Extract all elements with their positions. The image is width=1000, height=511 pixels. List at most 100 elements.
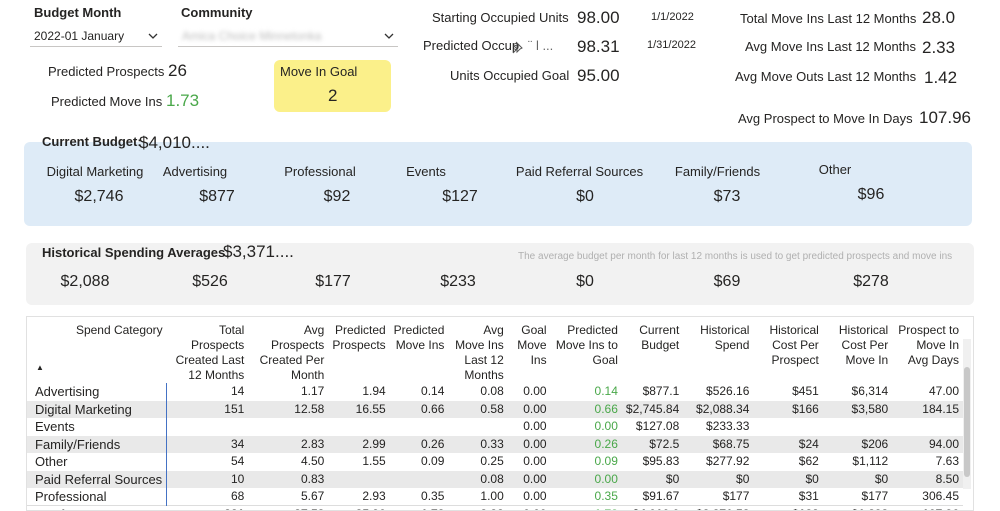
budget-month-dropdown[interactable]: 2022-01 January bbox=[30, 25, 162, 47]
table-cell: $4,010.0 bbox=[621, 505, 684, 510]
table-cell: 2.99 bbox=[328, 435, 390, 453]
table-cell: $277.92 bbox=[706, 454, 750, 468]
move-in-goal-value: 2 bbox=[328, 86, 338, 105]
predicted-occupied-date: 1/31/2022 bbox=[647, 39, 696, 51]
table-cell bbox=[892, 418, 963, 436]
table-row[interactable]: Family/Friends 34 2.83 2.99 0.26 0.33 0.00 0.26… bbox=[27, 435, 963, 453]
pin-icon[interactable] bbox=[510, 40, 526, 56]
table-cell: Other bbox=[27, 453, 168, 471]
table-cell: 0.35 bbox=[594, 489, 618, 503]
column-header[interactable]: Historical Cost Per Prospect bbox=[769, 323, 819, 367]
table-cell: 0.00 bbox=[523, 419, 547, 433]
starting-occupied-value: 98.00 bbox=[577, 8, 620, 27]
table-total-row[interactable]: Total33127.5825.961.732.330.001.73$4,010… bbox=[27, 505, 963, 510]
column-header[interactable]: Predicted Move Ins to Goal bbox=[555, 323, 618, 367]
table-cell: 8.50 bbox=[892, 470, 963, 488]
column-header[interactable]: Historical Cost Per Move In bbox=[838, 323, 889, 367]
budget-category-value: $92 bbox=[323, 188, 351, 205]
table-cell: 0.00 bbox=[523, 454, 547, 468]
predicted-occupied-label: Predicted Occup bbox=[423, 38, 520, 53]
table-cell: $177 bbox=[722, 489, 750, 503]
avg-move-outs-label: Avg Move Outs Last 12 Months bbox=[735, 69, 917, 84]
table-cell: $91.67 bbox=[642, 489, 680, 503]
table-cell: 1.94 bbox=[362, 384, 386, 398]
table-cell bbox=[389, 470, 449, 488]
table-cell: 184.15 bbox=[892, 400, 963, 418]
budget-category-value: $73 bbox=[713, 188, 741, 205]
column-header[interactable]: Total Prospects Created Last 12 Months bbox=[175, 323, 245, 382]
avg-move-ins-value: 2.33 bbox=[922, 38, 956, 57]
table-cell: 0.26 bbox=[550, 435, 622, 453]
units-occupied-goal-label: Units Occupied Goal bbox=[450, 68, 570, 83]
table-cell: $0 bbox=[753, 470, 823, 488]
table-cell: 94.00 bbox=[892, 435, 963, 453]
column-header[interactable]: Predicted Move Ins bbox=[393, 323, 445, 352]
table-cell: 47.00 bbox=[928, 384, 959, 398]
move-in-goal-label: Move In Goal bbox=[280, 64, 358, 79]
table-cell: 1.17 bbox=[300, 384, 325, 398]
table-cell: Professional bbox=[27, 488, 168, 506]
column-header[interactable]: Avg Prospects Created Per Month bbox=[259, 323, 325, 382]
column-header[interactable]: Current Budget bbox=[639, 323, 680, 352]
avg-move-outs-value: 1.42 bbox=[924, 68, 958, 87]
table-cell: $166 bbox=[753, 400, 823, 418]
table-cell: 0.58 bbox=[448, 400, 508, 418]
table-cell: $0 bbox=[683, 470, 754, 488]
table-cell: $24 bbox=[753, 435, 823, 453]
table-cell: 0.00 bbox=[507, 435, 551, 453]
budget-category-label: Professional bbox=[284, 164, 356, 179]
column-header[interactable]: Predicted Prospects bbox=[332, 323, 386, 352]
table-row[interactable]: Professional 68 5.67 2.93 0.35 1.00 0.00 0.35 $9… bbox=[27, 488, 963, 506]
table-cell: $31 bbox=[798, 489, 819, 503]
table-cell: 4.50 bbox=[300, 454, 325, 468]
predicted-prospects-label: Predicted Prospects bbox=[48, 64, 165, 79]
table-cell: $2,745.84 bbox=[621, 400, 684, 418]
sort-ascending-icon[interactable]: ▲ bbox=[36, 363, 44, 372]
table-cell bbox=[753, 418, 822, 436]
budget-category-label: Other bbox=[818, 162, 852, 177]
table-cell: $68.75 bbox=[683, 435, 754, 453]
table-cell: $177 bbox=[861, 489, 889, 503]
budget-category-value: $127 bbox=[442, 188, 478, 205]
truncated-ellipsis: ¨ l ... bbox=[528, 38, 554, 53]
budget-category-label: Advertising bbox=[162, 164, 228, 179]
table-cell: 0.25 bbox=[480, 454, 504, 468]
predicted-move-ins-value: 1.73 bbox=[166, 91, 200, 110]
column-header[interactable]: Spend Category bbox=[75, 323, 163, 337]
column-header[interactable]: Prospect to Move In Avg Days bbox=[898, 323, 959, 367]
historical-title: Historical Spending Averages: bbox=[42, 245, 230, 260]
table-cell: $206 bbox=[822, 435, 893, 453]
scrollbar-thumb[interactable] bbox=[964, 367, 970, 477]
table-row[interactable]: Paid Referral Sources 10 0.83 0.08 0.00 0.00 $… bbox=[27, 470, 963, 488]
table-cell: 34 bbox=[166, 435, 249, 453]
table-cell: 0.66 bbox=[550, 400, 622, 418]
table-cell: $3,371.58 bbox=[683, 505, 754, 510]
community-value: Amica Choice Minnetonka bbox=[182, 28, 322, 43]
table-cell: $95.83 bbox=[642, 454, 680, 468]
table-row[interactable]: Digital Marketing 151 12.58 16.55 0.66 0.58 0.… bbox=[27, 400, 963, 418]
historical-value: $278 bbox=[853, 273, 889, 290]
table-cell: 54 bbox=[230, 454, 245, 468]
table-cell: 0.00 bbox=[507, 400, 551, 418]
table-cell: 7.63 bbox=[935, 454, 959, 468]
table-cell: 0.14 bbox=[421, 384, 445, 398]
table-cell: 2.83 bbox=[248, 435, 329, 453]
table-cell: 0.00 bbox=[523, 384, 547, 398]
community-dropdown[interactable]: Amica Choice Minnetonka bbox=[178, 25, 398, 47]
table-cell: 12.58 bbox=[248, 400, 329, 418]
column-header[interactable]: Avg Move Ins Last 12 Months bbox=[455, 323, 504, 382]
table-cell: 16.55 bbox=[328, 400, 390, 418]
table-cell: 5.67 bbox=[300, 489, 325, 503]
budget-category-value: $2,746 bbox=[74, 188, 124, 205]
table-cell: Family/Friends bbox=[27, 435, 168, 453]
table-cell: 0.00 bbox=[594, 419, 618, 433]
current-budget-total: $4,010.... bbox=[139, 133, 210, 152]
table-cell: 0.08 bbox=[480, 384, 504, 398]
table-row[interactable]: Advertising 14 1.17 1.94 0.14 0.08 0.00 0.14 $87… bbox=[27, 383, 963, 401]
column-header[interactable]: Historical Spend bbox=[700, 323, 750, 352]
column-header[interactable]: Goal Move Ins bbox=[517, 323, 547, 367]
table-row[interactable]: Events 0.00 0.00 $127.08 $233.33 bbox=[27, 418, 963, 436]
table-row[interactable]: Other 54 4.50 1.55 0.09 0.25 0.00 0.09 $95.83 $27… bbox=[27, 453, 963, 471]
historical-value: $2,088 bbox=[60, 273, 110, 290]
table-cell: 306.45 bbox=[922, 489, 959, 503]
